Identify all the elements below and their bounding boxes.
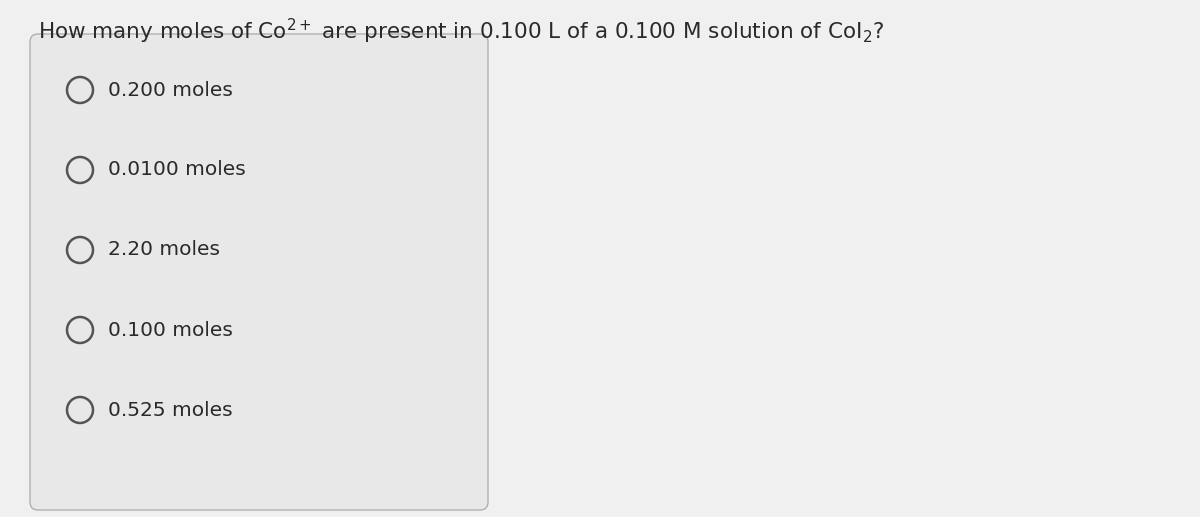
FancyBboxPatch shape <box>30 34 488 510</box>
Text: 0.525 moles: 0.525 moles <box>108 401 233 419</box>
Text: 0.200 moles: 0.200 moles <box>108 81 233 99</box>
Text: How many moles of Co$^{2+}$ are present in 0.100 L of a 0.100 M solution of CoI$: How many moles of Co$^{2+}$ are present … <box>38 17 884 46</box>
Text: 0.100 moles: 0.100 moles <box>108 321 233 340</box>
Text: 2.20 moles: 2.20 moles <box>108 240 220 260</box>
Text: 0.0100 moles: 0.0100 moles <box>108 160 246 179</box>
